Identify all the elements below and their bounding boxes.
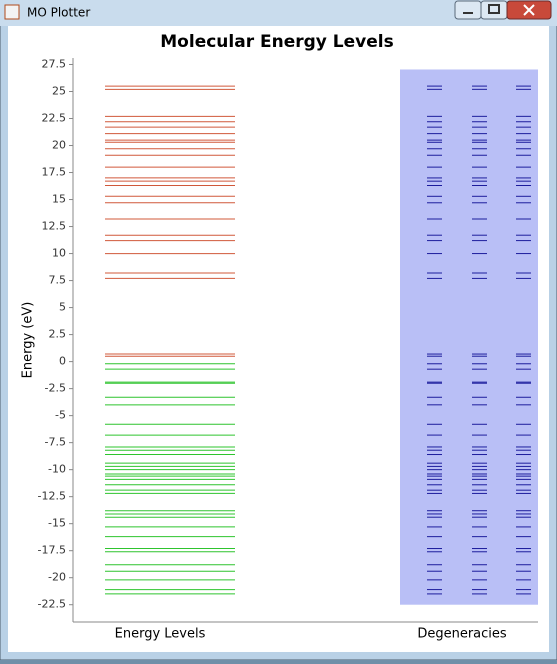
- app-icon: [4, 4, 20, 20]
- x-tick-label: Energy Levels: [115, 627, 206, 642]
- y-tick-label: 12.5: [42, 220, 67, 233]
- y-tick-label: 0: [59, 355, 66, 368]
- y-tick-label: -12.5: [38, 490, 66, 503]
- chart-title: Molecular Energy Levels: [160, 32, 393, 52]
- y-tick-label: 5: [59, 301, 66, 314]
- minimize-button[interactable]: [454, 0, 482, 20]
- y-tick-label: -2.5: [45, 382, 66, 395]
- y-tick-label: -17.5: [38, 544, 66, 557]
- maximize-icon: [488, 4, 500, 14]
- y-axis-label: Energy (eV): [21, 302, 36, 379]
- maximize-button[interactable]: [480, 0, 508, 20]
- y-tick-label: 25: [52, 84, 66, 97]
- y-tick-label: -5: [55, 409, 66, 422]
- y-tick-label: 7.5: [49, 274, 67, 287]
- x-tick-label: Degeneracies: [417, 627, 507, 642]
- y-tick-label: 15: [52, 193, 66, 206]
- window-title: MO Plotter: [27, 6, 90, 20]
- y-tick-label: 22.5: [42, 112, 67, 125]
- y-tick-label: -10: [48, 463, 66, 476]
- y-tick-label: -7.5: [45, 436, 66, 449]
- y-tick-label: -22.5: [38, 598, 66, 611]
- y-tick-label: 10: [52, 247, 66, 260]
- y-tick-label: -15: [48, 517, 66, 530]
- y-tick-label: 2.5: [49, 328, 67, 341]
- y-tick-label: 20: [52, 139, 66, 152]
- y-tick-label: -20: [48, 571, 66, 584]
- close-icon: [523, 4, 535, 16]
- y-tick-label: 17.5: [42, 166, 67, 179]
- degeneracy-panel: [400, 69, 538, 605]
- y-tick-label: 27.5: [42, 57, 67, 70]
